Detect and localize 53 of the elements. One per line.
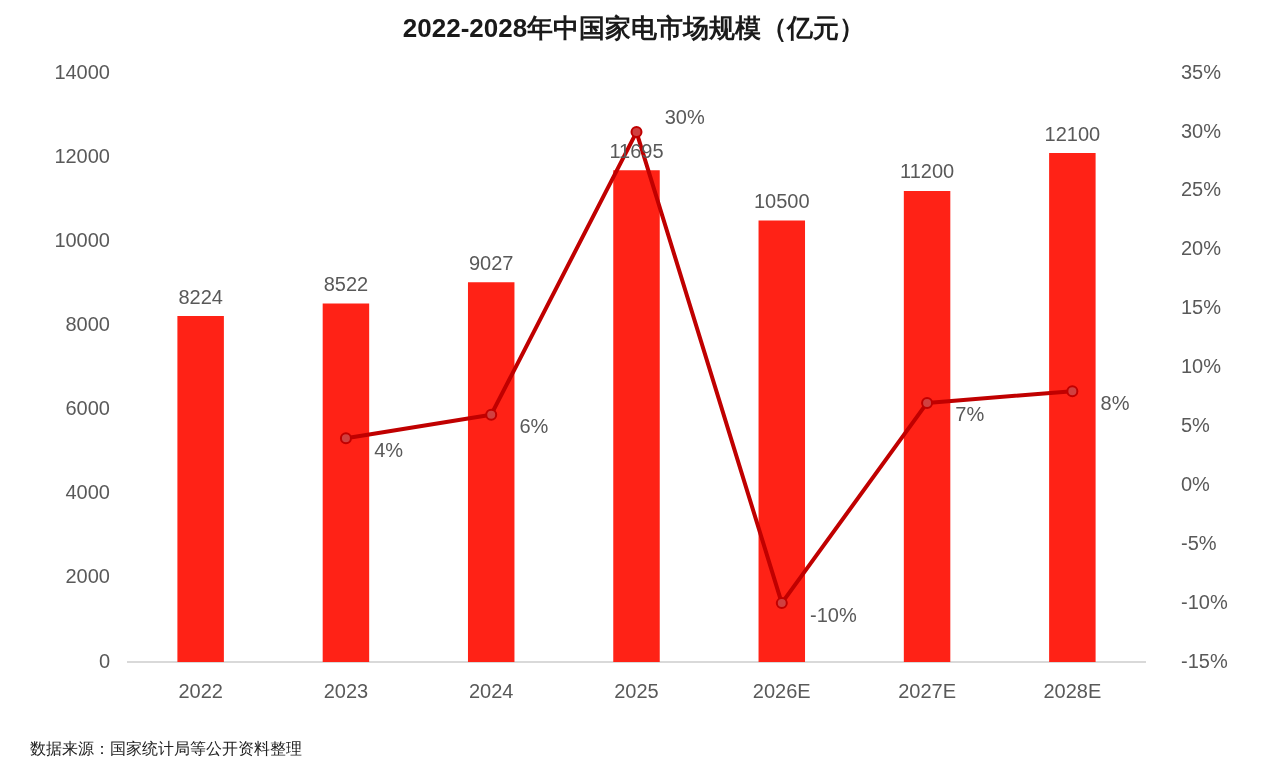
x-tick-label: 2024 [468, 679, 514, 702]
bar [322, 303, 370, 662]
bar [467, 282, 515, 662]
point [775, 597, 788, 610]
data-label: 11200 [900, 160, 955, 183]
x-tick-label: 2023 [323, 679, 369, 702]
data-label: 6% [519, 415, 549, 438]
y2-tick-label: 5% [1181, 414, 1211, 436]
point [921, 396, 934, 409]
x-tick-label: 2025 [614, 679, 659, 702]
y-tick-label: 14000 [54, 60, 110, 83]
y2-tick-label: 30% [1181, 119, 1222, 142]
chart-title: 2022-2028年中国家电市场规模（亿元） [402, 12, 866, 43]
y-tick-label: 6000 [65, 397, 110, 420]
y2-tick-label: -15% [1181, 649, 1228, 672]
bar [177, 316, 224, 662]
data-label: 9027 [468, 251, 514, 274]
data-label: 4% [374, 438, 404, 461]
data-label: 8522 [323, 273, 369, 296]
y-tick-label: 12000 [54, 144, 110, 167]
point [1066, 385, 1079, 398]
y2-tick-label: 15% [1181, 296, 1222, 319]
point [630, 126, 643, 139]
x-tick-label: 2027E [898, 679, 956, 702]
x-tick-label: 2026E [752, 679, 811, 702]
data-label: 7% [955, 403, 985, 426]
x-tick-label: 2022 [178, 679, 223, 702]
x-tick-label: 2028E [1043, 679, 1102, 702]
data-label: 8% [1100, 391, 1130, 414]
bar [758, 220, 806, 662]
point [485, 408, 498, 421]
y2-tick-label: 0% [1181, 472, 1211, 495]
bar [1049, 153, 1096, 662]
data-label: 30% [664, 105, 705, 128]
data-label: 10500 [753, 189, 810, 212]
y2-tick-label: 10% [1181, 355, 1222, 378]
y-tick-label: 10000 [54, 228, 110, 251]
y2-tick-label: 35% [1181, 60, 1222, 83]
data-label: 8224 [178, 285, 223, 308]
y-tick-label: 8000 [65, 313, 110, 336]
y2-tick-label: -5% [1181, 531, 1217, 554]
bar [613, 170, 660, 662]
y2-tick-label: -10% [1181, 590, 1228, 613]
y2-tick-label: 20% [1181, 237, 1222, 260]
data-label: 12100 [1044, 122, 1101, 145]
data-label: -10% [810, 603, 857, 626]
point [339, 432, 352, 445]
source-note: 数据来源：国家统计局等公开资料整理 [30, 740, 302, 758]
y2-tick-label: 25% [1181, 178, 1222, 201]
y-tick-label: 4000 [65, 481, 110, 504]
y-tick-label: 0 [98, 649, 110, 672]
bar [903, 190, 951, 662]
y-tick-label: 2000 [65, 565, 110, 588]
